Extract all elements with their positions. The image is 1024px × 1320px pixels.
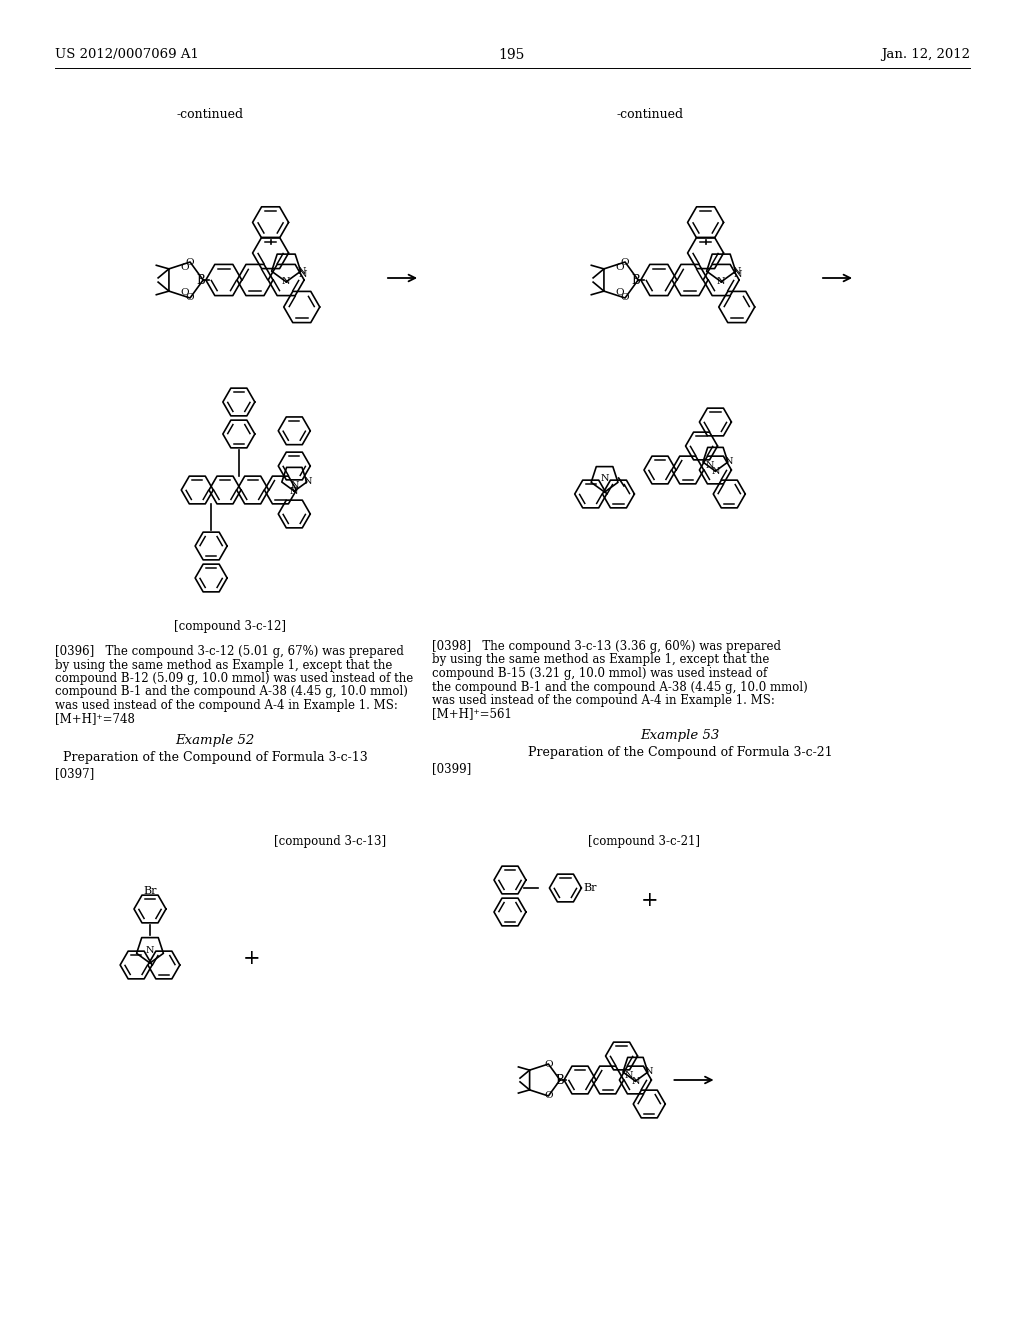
Text: the compound B-1 and the compound A-38 (4.45 g, 10.0 mmol): the compound B-1 and the compound A-38 (…	[432, 681, 808, 693]
Text: -continued: -continued	[176, 108, 244, 121]
Text: Example 52: Example 52	[175, 734, 255, 747]
Text: +: +	[243, 949, 261, 968]
Text: +: +	[641, 891, 658, 909]
Text: N: N	[282, 277, 291, 286]
Text: O: O	[621, 293, 630, 302]
Text: N: N	[298, 271, 306, 279]
Text: Br: Br	[584, 883, 597, 894]
Text: N: N	[600, 474, 609, 483]
Text: Preparation of the Compound of Formula 3-c-13: Preparation of the Compound of Formula 3…	[62, 751, 368, 764]
Text: N: N	[733, 271, 741, 279]
Text: by using the same method as Example 1, except that the: by using the same method as Example 1, e…	[432, 653, 769, 667]
Text: [0398]   The compound 3-c-13 (3.36 g, 60%) was prepared: [0398] The compound 3-c-13 (3.36 g, 60%)…	[432, 640, 781, 653]
Text: N: N	[712, 467, 720, 475]
Text: Example 53: Example 53	[640, 729, 720, 742]
Text: Jan. 12, 2012: Jan. 12, 2012	[881, 48, 970, 61]
Text: O: O	[615, 263, 625, 272]
Text: N: N	[290, 487, 299, 496]
Text: B: B	[555, 1073, 564, 1086]
Text: O: O	[621, 257, 630, 267]
Text: O: O	[185, 293, 195, 302]
Text: by using the same method as Example 1, except that the: by using the same method as Example 1, e…	[55, 659, 392, 672]
Text: N: N	[732, 268, 740, 276]
Text: N: N	[644, 1068, 652, 1077]
Text: O: O	[544, 1092, 553, 1101]
Text: N: N	[303, 478, 311, 487]
Text: Br: Br	[143, 886, 157, 895]
Text: [compound 3-c-13]: [compound 3-c-13]	[274, 836, 386, 847]
Text: was used instead of the compound A-4 in Example 1. MS:: was used instead of the compound A-4 in …	[432, 694, 775, 708]
Text: N: N	[717, 277, 725, 286]
Text: O: O	[544, 1060, 553, 1068]
Text: N: N	[706, 461, 714, 470]
Text: O: O	[615, 288, 625, 297]
Text: compound B-15 (3.21 g, 10.0 mmol) was used instead of: compound B-15 (3.21 g, 10.0 mmol) was us…	[432, 667, 767, 680]
Text: US 2012/0007069 A1: US 2012/0007069 A1	[55, 48, 199, 61]
Text: B: B	[197, 273, 206, 286]
Text: N: N	[625, 1071, 633, 1080]
Text: O: O	[181, 263, 189, 272]
Text: [compound 3-c-21]: [compound 3-c-21]	[588, 836, 700, 847]
Text: -continued: -continued	[616, 108, 684, 121]
Text: [compound 3-c-12]: [compound 3-c-12]	[174, 620, 286, 634]
Text: O: O	[181, 288, 189, 297]
Text: [M+H]⁺=561: [M+H]⁺=561	[432, 708, 512, 721]
Text: B: B	[632, 273, 640, 286]
Text: N: N	[297, 268, 306, 276]
Text: N: N	[291, 480, 299, 490]
Text: [0396]   The compound 3-c-12 (5.01 g, 67%) was prepared: [0396] The compound 3-c-12 (5.01 g, 67%)…	[55, 645, 403, 657]
Text: 195: 195	[499, 48, 525, 62]
Text: N: N	[724, 458, 733, 466]
Text: N: N	[145, 946, 155, 956]
Text: N: N	[631, 1077, 640, 1085]
Text: compound B-12 (5.09 g, 10.0 mmol) was used instead of the: compound B-12 (5.09 g, 10.0 mmol) was us…	[55, 672, 414, 685]
Text: [0397]: [0397]	[55, 767, 94, 780]
Text: Preparation of the Compound of Formula 3-c-21: Preparation of the Compound of Formula 3…	[527, 746, 833, 759]
Text: O: O	[185, 257, 195, 267]
Text: was used instead of the compound A-4 in Example 1. MS:: was used instead of the compound A-4 in …	[55, 700, 398, 711]
Text: [M+H]⁺=748: [M+H]⁺=748	[55, 713, 135, 726]
Text: [0399]: [0399]	[432, 762, 471, 775]
Text: compound B-1 and the compound A-38 (4.45 g, 10.0 mmol): compound B-1 and the compound A-38 (4.45…	[55, 685, 408, 698]
